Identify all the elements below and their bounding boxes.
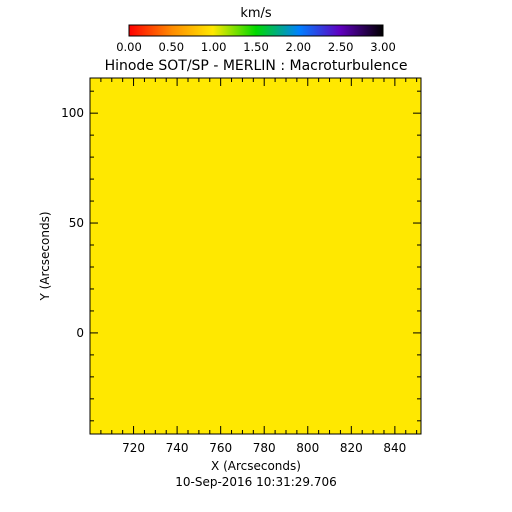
heatmap-fill — [90, 78, 421, 434]
chart-title: Hinode SOT/SP - MERLIN : Macroturbulence — [105, 58, 408, 74]
colorbar-tick-label: 0.00 — [116, 40, 142, 54]
x-tick-label: 760 — [209, 441, 232, 455]
y-tick-label: 0 — [76, 326, 84, 340]
timestamp: 10-Sep-2016 10:31:29.706 — [175, 475, 337, 489]
x-tick-label: 740 — [166, 441, 189, 455]
y-axis-label: Y (Arcseconds) — [38, 211, 52, 301]
colorbar-tick-label: 3.00 — [370, 40, 396, 54]
colorbar-ticks: 0.00 0.50 1.00 1.50 2.00 2.50 3.00 — [116, 40, 396, 54]
colorbar — [129, 25, 383, 36]
y-tick-label: 50 — [69, 216, 84, 230]
x-axis-label: X (Arcseconds) — [211, 459, 301, 473]
x-tick-label: 840 — [383, 441, 406, 455]
colorbar-tick-label: 2.50 — [328, 40, 354, 54]
x-tick-label: 800 — [296, 441, 319, 455]
colorbar-tick-label: 1.00 — [201, 40, 227, 54]
colorbar-unit-label: km/s — [240, 6, 272, 21]
colorbar-tick-label: 2.00 — [286, 40, 312, 54]
colorbar-tick-label: 0.50 — [159, 40, 185, 54]
y-tick-label: 100 — [61, 106, 84, 120]
x-tick-label: 720 — [122, 441, 145, 455]
x-tick-label: 780 — [253, 441, 276, 455]
colorbar-tick-label: 1.50 — [243, 40, 269, 54]
x-tick-label: 820 — [340, 441, 363, 455]
